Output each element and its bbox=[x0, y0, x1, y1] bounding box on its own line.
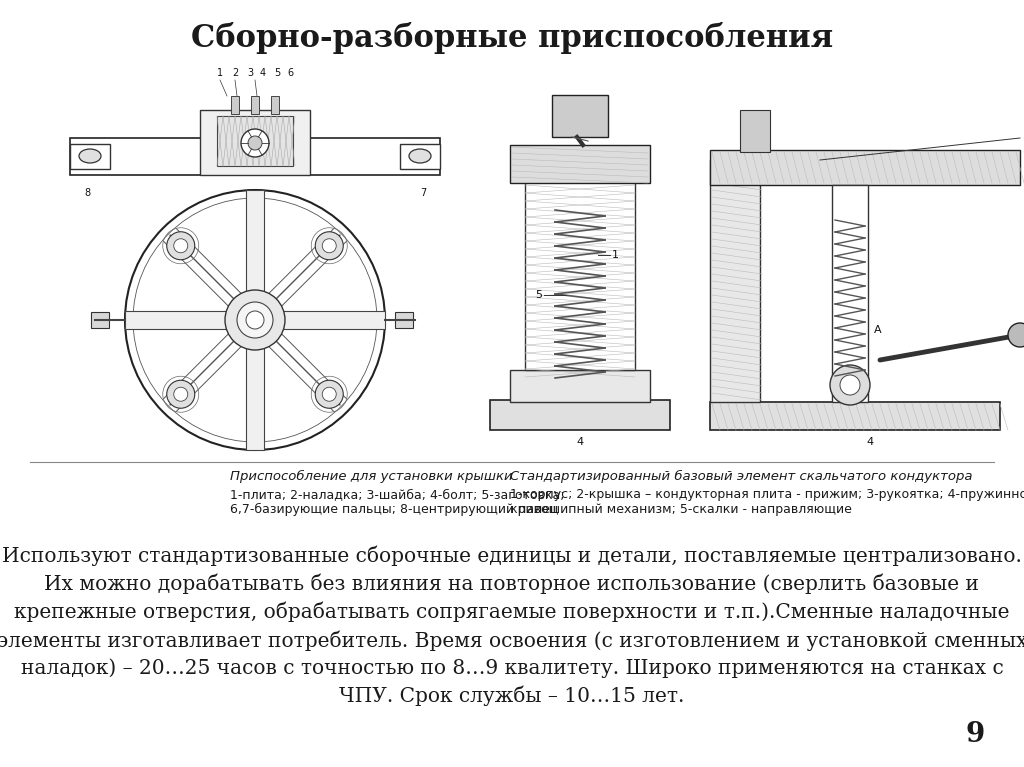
Circle shape bbox=[840, 375, 860, 395]
Bar bbox=[525, 180, 635, 370]
Ellipse shape bbox=[79, 149, 101, 163]
Text: 9: 9 bbox=[966, 721, 985, 748]
Circle shape bbox=[237, 302, 273, 338]
Circle shape bbox=[1008, 323, 1024, 347]
Bar bbox=[510, 145, 650, 183]
Bar bbox=[200, 110, 310, 175]
Text: 6: 6 bbox=[287, 68, 293, 78]
Text: 1-корпус; 2-крышка – кондукторная плита - прижим; 3-рукоятка; 4-пружинно-
кривош: 1-корпус; 2-крышка – кондукторная плита … bbox=[510, 488, 1024, 516]
Bar bbox=[400, 144, 440, 169]
Bar bbox=[231, 96, 239, 114]
Circle shape bbox=[174, 387, 187, 401]
Bar bbox=[740, 110, 770, 152]
Text: Используют стандартизованные сборочные единицы и детали, поставляемые централизо: Используют стандартизованные сборочные е… bbox=[0, 545, 1024, 706]
Polygon shape bbox=[246, 190, 264, 450]
Text: 4: 4 bbox=[866, 437, 873, 447]
Text: 5: 5 bbox=[273, 68, 281, 78]
Text: 1-плита; 2-наладка; 3-шайба; 4-болт; 5-заготовка;
6,7-базирующие пальцы; 8-центр: 1-плита; 2-наладка; 3-шайба; 4-болт; 5-з… bbox=[230, 488, 564, 516]
Circle shape bbox=[315, 232, 343, 260]
Circle shape bbox=[225, 290, 285, 350]
Bar bbox=[510, 370, 650, 402]
Text: Приспособление для установки крышки: Приспособление для установки крышки bbox=[230, 470, 513, 483]
Text: 3: 3 bbox=[247, 68, 253, 78]
Text: 1: 1 bbox=[612, 250, 618, 260]
Text: 1: 1 bbox=[217, 68, 223, 78]
Text: 4: 4 bbox=[577, 437, 584, 447]
Bar bbox=[70, 144, 110, 169]
Ellipse shape bbox=[409, 149, 431, 163]
Circle shape bbox=[323, 387, 336, 401]
Circle shape bbox=[125, 190, 385, 450]
Text: 4: 4 bbox=[260, 68, 266, 78]
Bar bbox=[710, 150, 1020, 185]
Circle shape bbox=[830, 365, 870, 405]
Polygon shape bbox=[125, 311, 385, 329]
Circle shape bbox=[241, 129, 269, 157]
Bar bbox=[710, 160, 760, 402]
Bar bbox=[271, 96, 279, 114]
Text: 8: 8 bbox=[84, 188, 90, 198]
Circle shape bbox=[167, 380, 195, 408]
Circle shape bbox=[174, 239, 187, 253]
Circle shape bbox=[167, 232, 195, 260]
Circle shape bbox=[323, 239, 336, 253]
Circle shape bbox=[315, 380, 343, 408]
Bar bbox=[217, 116, 293, 166]
Bar bbox=[91, 312, 109, 328]
Bar bbox=[395, 312, 413, 328]
Circle shape bbox=[248, 136, 262, 150]
Text: A: A bbox=[874, 325, 882, 335]
Bar bbox=[490, 400, 670, 430]
Text: 7: 7 bbox=[420, 188, 426, 198]
Circle shape bbox=[246, 311, 264, 329]
Bar bbox=[710, 402, 1000, 430]
Text: Сборно-разборные приспособления: Сборно-разборные приспособления bbox=[190, 22, 834, 54]
Bar bbox=[552, 95, 608, 137]
Bar bbox=[251, 96, 259, 114]
Text: 2: 2 bbox=[231, 68, 239, 78]
Text: 5: 5 bbox=[535, 290, 542, 300]
Bar bbox=[831, 185, 868, 402]
Bar bbox=[70, 138, 440, 175]
Text: Стандартизированный базовый элемент скальчатого кондуктора: Стандартизированный базовый элемент скал… bbox=[510, 470, 973, 483]
